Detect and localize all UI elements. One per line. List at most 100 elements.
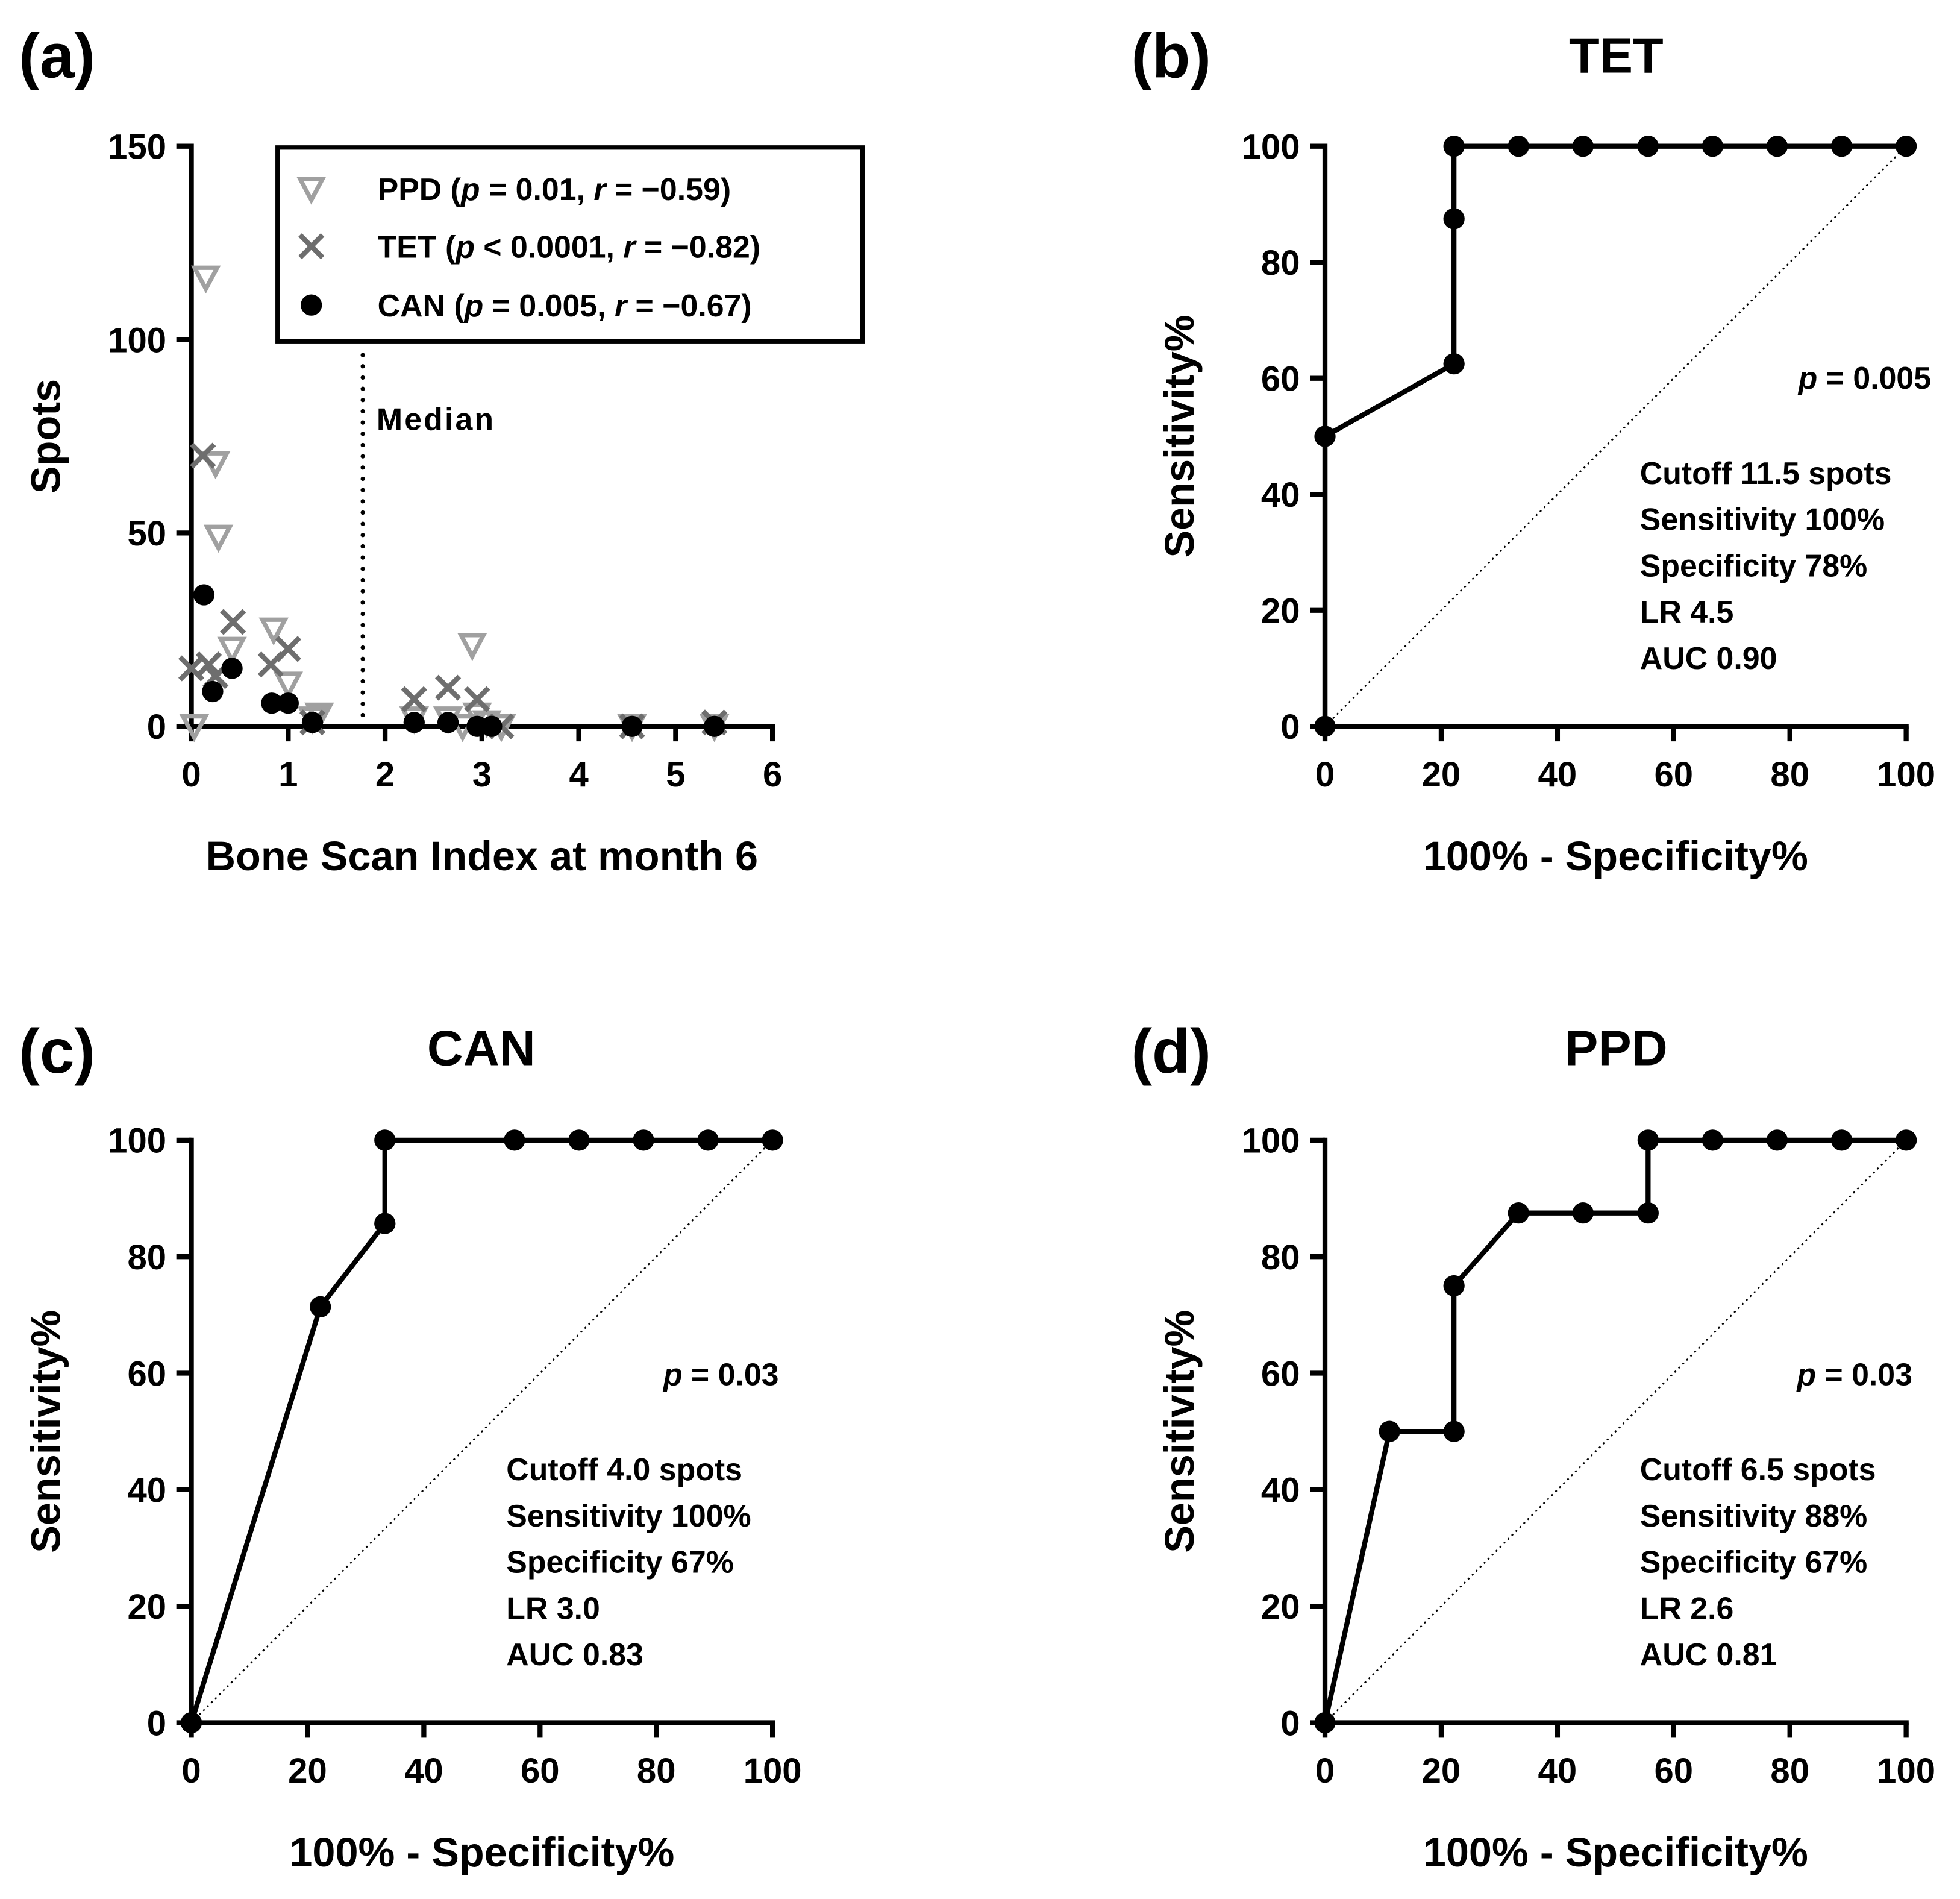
median-label: Median bbox=[377, 402, 495, 437]
triangle-marker bbox=[273, 671, 304, 700]
legend-name: TET ( bbox=[378, 229, 456, 264]
roc-point bbox=[1314, 715, 1336, 737]
y-tick-label: 60 bbox=[1261, 359, 1300, 398]
stat-line: LR 2.6 bbox=[1640, 1590, 1734, 1625]
x-stroke bbox=[220, 609, 246, 635]
y-tick-label: 100 bbox=[1242, 1122, 1300, 1161]
x-stroke bbox=[464, 686, 490, 712]
x-tick-label: 60 bbox=[521, 1751, 560, 1791]
x-tick-label: 5 bbox=[666, 755, 685, 794]
legend-p-value: = 0.01, bbox=[480, 172, 594, 207]
stat-line: Specificity 78% bbox=[1640, 548, 1867, 583]
x-tick-label: 4 bbox=[569, 755, 588, 794]
x-stroke bbox=[298, 233, 325, 260]
x-stroke bbox=[178, 655, 205, 682]
roc-curve bbox=[1322, 1137, 1906, 1724]
x-stroke bbox=[401, 686, 427, 712]
panel-label: (c) bbox=[19, 1016, 95, 1086]
stat-line: Sensitivity 88% bbox=[1640, 1498, 1867, 1533]
y-axis-label: Sensitivity% bbox=[1156, 1310, 1203, 1553]
roc-point bbox=[1572, 136, 1594, 157]
r-symbol: r bbox=[593, 172, 607, 207]
triangle-marker bbox=[296, 177, 327, 205]
circle-marker bbox=[621, 715, 643, 737]
p-symbol: p bbox=[463, 288, 484, 323]
y-tick-label: 60 bbox=[127, 1354, 166, 1393]
x-marker bbox=[434, 674, 462, 701]
x-marker bbox=[464, 686, 490, 712]
y-tick-label: 80 bbox=[1261, 243, 1300, 283]
y-tick-label: 0 bbox=[147, 708, 166, 747]
y-tick-label: 60 bbox=[1261, 1354, 1300, 1393]
roc-point bbox=[762, 1129, 783, 1151]
roc-point bbox=[1895, 136, 1917, 157]
chart-title: PPD bbox=[1565, 1020, 1668, 1076]
circle-marker bbox=[261, 692, 283, 714]
x-tick-label: 100 bbox=[1877, 1751, 1935, 1791]
x-tick-label: 0 bbox=[1315, 755, 1335, 794]
p-value-annotation: p = 0.03 bbox=[1796, 1357, 1912, 1392]
x-axis-label: 100% - Specificity% bbox=[1423, 1829, 1808, 1875]
x-tick-label: 40 bbox=[1538, 755, 1577, 794]
roc-point bbox=[1443, 208, 1465, 230]
stat-line: Specificity 67% bbox=[506, 1545, 733, 1580]
x-axis-label: 100% - Specificity% bbox=[1423, 833, 1808, 879]
circle-marker bbox=[301, 294, 322, 316]
p-value-annotation: p = 0.03 bbox=[662, 1357, 779, 1392]
x-tick-label: 20 bbox=[288, 1751, 327, 1791]
stat-line: AUC 0.83 bbox=[506, 1637, 643, 1672]
legend-name: PPD ( bbox=[378, 172, 462, 207]
roc-point bbox=[1379, 1420, 1400, 1442]
reference-diagonal bbox=[1324, 145, 1907, 727]
triangle-marker bbox=[258, 617, 289, 646]
y-axis-label: Sensitivity% bbox=[1156, 315, 1203, 557]
x-tick-label: 100 bbox=[1877, 755, 1935, 794]
r-symbol: r bbox=[623, 229, 637, 264]
y-tick-label: 20 bbox=[1261, 1587, 1300, 1627]
x-tick-label: 0 bbox=[181, 755, 201, 794]
x-marker bbox=[190, 442, 216, 469]
circle-marker bbox=[193, 584, 215, 606]
x-tick-label: 1 bbox=[278, 755, 298, 794]
stat-line: Cutoff 6.5 spots bbox=[1640, 1452, 1876, 1487]
triangle-marker bbox=[457, 633, 487, 661]
circle-marker bbox=[481, 715, 503, 737]
roc-point bbox=[1443, 1275, 1465, 1297]
roc-point bbox=[180, 1712, 202, 1734]
triangle-marker bbox=[462, 702, 492, 731]
y-tick-label: 150 bbox=[108, 127, 166, 166]
circle-marker bbox=[437, 712, 459, 733]
triangle-marker bbox=[190, 265, 221, 294]
roc-point bbox=[1508, 136, 1529, 157]
roc-point bbox=[1572, 1202, 1594, 1224]
p-value-annotation: p = 0.005 bbox=[1797, 360, 1932, 395]
x-tick-label: 60 bbox=[1654, 755, 1693, 794]
y-tick-label: 50 bbox=[127, 514, 166, 553]
p-symbol: p bbox=[662, 1357, 683, 1392]
p-symbol: p bbox=[1797, 360, 1818, 395]
y-tick-label: 40 bbox=[1261, 1471, 1300, 1510]
stat-line: Sensitivity 100% bbox=[506, 1498, 751, 1533]
r-symbol: r bbox=[615, 288, 628, 323]
x-tick-label: 2 bbox=[375, 755, 395, 794]
y-axis-label: Sensitivity% bbox=[23, 1310, 69, 1553]
roc-point bbox=[1443, 1420, 1465, 1442]
y-tick-label: 20 bbox=[127, 1587, 166, 1627]
y-tick-label: 40 bbox=[127, 1471, 166, 1510]
x-tick-label: 3 bbox=[472, 755, 492, 794]
legend-entry: PPD (p = 0.01, r = −0.59) bbox=[378, 172, 731, 207]
roc-curve bbox=[1322, 143, 1906, 727]
triangle-marker bbox=[179, 714, 210, 742]
roc-point bbox=[1637, 1202, 1659, 1224]
legend-box bbox=[275, 145, 865, 344]
p-symbol: p bbox=[460, 172, 480, 207]
roc-point bbox=[1314, 425, 1336, 447]
y-tick-label: 40 bbox=[1261, 476, 1300, 515]
roc-point bbox=[504, 1129, 525, 1151]
y-tick-label: 100 bbox=[108, 321, 166, 360]
y-tick-label: 0 bbox=[1280, 708, 1300, 747]
stat-line: Specificity 67% bbox=[1640, 1545, 1867, 1580]
circle-marker bbox=[277, 692, 299, 714]
circle-marker bbox=[403, 712, 425, 733]
legend-name: CAN ( bbox=[378, 288, 465, 323]
